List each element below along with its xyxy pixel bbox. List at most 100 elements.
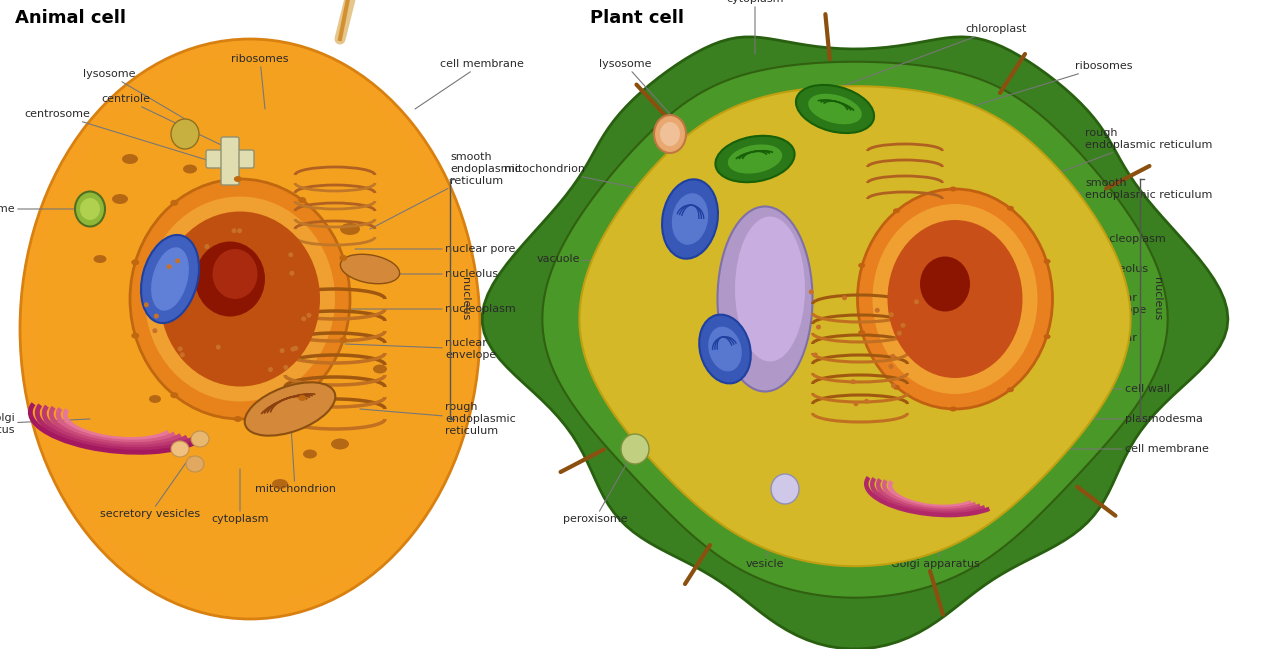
Ellipse shape xyxy=(132,333,139,339)
Text: Golgi apparatus: Golgi apparatus xyxy=(890,489,980,569)
Circle shape xyxy=(290,271,295,276)
Ellipse shape xyxy=(622,434,649,464)
Circle shape xyxy=(900,323,905,328)
Circle shape xyxy=(204,244,209,249)
Text: Golgi
apparatus: Golgi apparatus xyxy=(0,413,90,435)
Polygon shape xyxy=(482,37,1228,649)
Circle shape xyxy=(152,328,157,333)
Text: smooth
endoplasmic reticulum: smooth endoplasmic reticulum xyxy=(944,178,1213,200)
Circle shape xyxy=(842,295,847,300)
Ellipse shape xyxy=(373,365,387,374)
Ellipse shape xyxy=(171,392,179,398)
Circle shape xyxy=(237,228,242,233)
Ellipse shape xyxy=(130,304,149,315)
Ellipse shape xyxy=(122,154,138,164)
Circle shape xyxy=(177,347,182,351)
Text: nucleus: nucleus xyxy=(1152,277,1162,321)
Ellipse shape xyxy=(272,479,287,489)
Ellipse shape xyxy=(736,217,805,361)
Text: smooth
endoplasmic
reticulum: smooth endoplasmic reticulum xyxy=(370,153,520,229)
Text: nuclear pore: nuclear pore xyxy=(354,244,515,254)
Ellipse shape xyxy=(708,326,742,371)
Ellipse shape xyxy=(857,189,1052,409)
Ellipse shape xyxy=(80,198,100,220)
Ellipse shape xyxy=(771,474,799,504)
Ellipse shape xyxy=(299,197,306,203)
Text: cytoplasm: cytoplasm xyxy=(211,469,268,524)
Ellipse shape xyxy=(662,179,718,259)
Circle shape xyxy=(175,258,180,263)
Polygon shape xyxy=(542,62,1167,598)
Ellipse shape xyxy=(111,194,128,204)
Ellipse shape xyxy=(171,441,189,457)
Ellipse shape xyxy=(950,406,957,411)
Text: mitochondrion: mitochondrion xyxy=(504,164,690,199)
Ellipse shape xyxy=(160,212,320,387)
Text: vacuole: vacuole xyxy=(537,254,765,269)
Ellipse shape xyxy=(299,395,306,401)
Circle shape xyxy=(891,383,896,388)
Circle shape xyxy=(215,345,220,350)
Circle shape xyxy=(144,302,149,308)
Ellipse shape xyxy=(950,186,957,191)
Text: lysosome: lysosome xyxy=(82,69,185,119)
Ellipse shape xyxy=(339,337,347,343)
Text: chloroplast: chloroplast xyxy=(836,24,1027,89)
Text: ribosomes: ribosomes xyxy=(915,61,1133,124)
Text: cell membrane: cell membrane xyxy=(415,59,524,109)
Text: rough
endoplasmic
reticulum: rough endoplasmic reticulum xyxy=(360,402,515,435)
FancyBboxPatch shape xyxy=(222,137,239,185)
Circle shape xyxy=(809,289,814,295)
Ellipse shape xyxy=(893,208,900,214)
Ellipse shape xyxy=(35,56,465,602)
Text: nucleoplasm: nucleoplasm xyxy=(320,304,515,314)
Ellipse shape xyxy=(195,241,265,317)
Ellipse shape xyxy=(1043,334,1051,339)
Circle shape xyxy=(813,352,818,358)
Ellipse shape xyxy=(149,395,161,403)
Ellipse shape xyxy=(893,385,900,390)
Ellipse shape xyxy=(75,191,105,227)
Circle shape xyxy=(875,308,880,313)
Circle shape xyxy=(853,401,858,406)
Circle shape xyxy=(167,264,171,269)
Ellipse shape xyxy=(151,247,189,311)
Ellipse shape xyxy=(171,200,179,206)
Ellipse shape xyxy=(160,252,181,266)
Text: nuclear
envelope: nuclear envelope xyxy=(1010,293,1146,315)
Circle shape xyxy=(889,312,894,317)
Ellipse shape xyxy=(808,93,862,124)
Text: peroxisome: peroxisome xyxy=(0,204,90,214)
Circle shape xyxy=(306,313,311,318)
Ellipse shape xyxy=(715,136,795,182)
Ellipse shape xyxy=(171,119,199,149)
Text: mitochondrion: mitochondrion xyxy=(254,409,335,494)
Text: rough
endoplasmic reticulum: rough endoplasmic reticulum xyxy=(936,129,1213,219)
Ellipse shape xyxy=(920,256,970,312)
Text: peroxisome: peroxisome xyxy=(562,449,636,524)
Text: cell wall: cell wall xyxy=(1085,384,1170,394)
Text: ribosomes: ribosomes xyxy=(232,54,289,109)
Text: nucleus: nucleus xyxy=(460,277,470,321)
Circle shape xyxy=(817,324,822,330)
Text: nucleolus: nucleolus xyxy=(1010,264,1148,274)
Ellipse shape xyxy=(20,39,480,619)
Ellipse shape xyxy=(660,122,680,146)
Circle shape xyxy=(890,354,895,359)
Text: Animal cell: Animal cell xyxy=(15,9,127,27)
Circle shape xyxy=(280,348,285,353)
Text: nucleoplasm: nucleoplasm xyxy=(1010,234,1166,244)
Text: Plant cell: Plant cell xyxy=(590,9,684,27)
Ellipse shape xyxy=(132,260,139,265)
Ellipse shape xyxy=(330,439,349,450)
Text: lysosome: lysosome xyxy=(599,59,670,114)
Ellipse shape xyxy=(655,115,686,153)
Ellipse shape xyxy=(234,416,242,422)
Polygon shape xyxy=(580,86,1131,566)
Ellipse shape xyxy=(130,179,349,419)
Text: cell membrane: cell membrane xyxy=(1070,444,1209,454)
Text: plasmodesma: plasmodesma xyxy=(1075,414,1203,424)
Ellipse shape xyxy=(234,176,242,182)
Ellipse shape xyxy=(184,164,197,173)
Circle shape xyxy=(180,352,185,358)
